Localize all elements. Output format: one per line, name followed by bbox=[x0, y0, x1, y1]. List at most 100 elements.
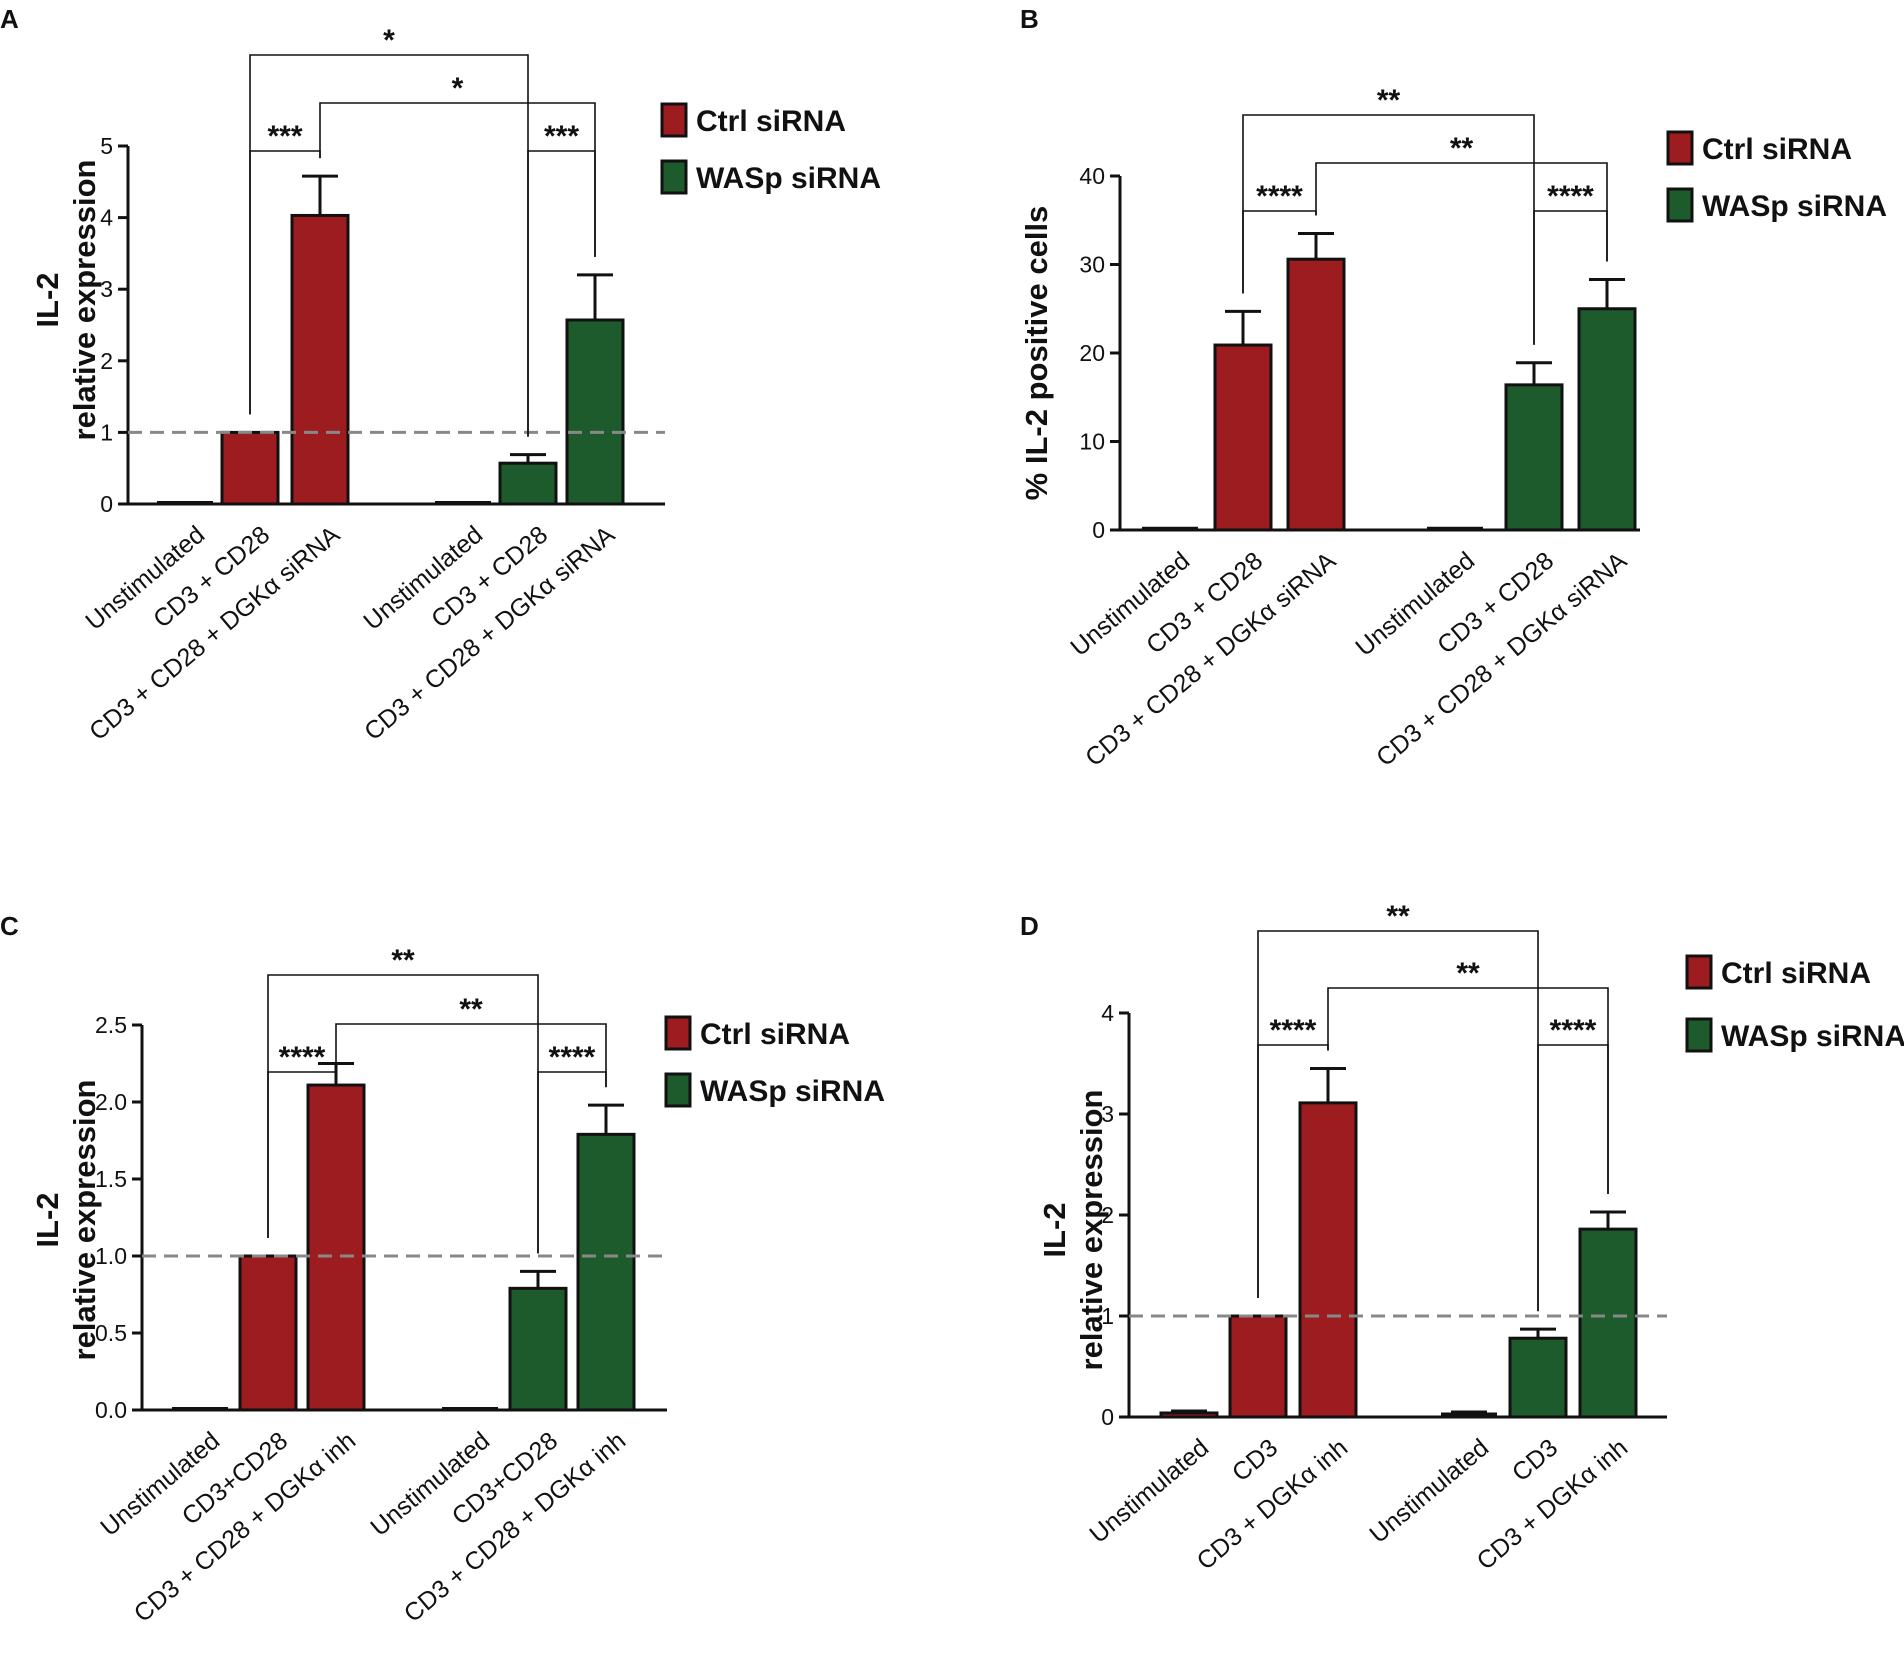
y-tick-label: 1 bbox=[1101, 1303, 1114, 1329]
category-label: CD3 bbox=[1507, 1434, 1563, 1488]
y-tick-label: 40 bbox=[1079, 163, 1105, 189]
significance-bracket bbox=[267, 1045, 337, 1238]
bar bbox=[498, 461, 558, 506]
significance-bracket bbox=[1242, 210, 1317, 294]
y-tick-label: 0.0 bbox=[95, 1397, 127, 1423]
bar bbox=[1286, 257, 1346, 532]
y-tick-label: 20 bbox=[1079, 340, 1105, 366]
bar bbox=[290, 213, 350, 506]
legend-label: WASp siRNA bbox=[700, 1075, 885, 1108]
y-tick-label: 5 bbox=[100, 133, 113, 159]
significance-bracket bbox=[527, 150, 596, 437]
legend-label: WASp siRNA bbox=[1721, 1020, 1904, 1053]
y-tick-label: 2 bbox=[1101, 1202, 1114, 1228]
bar bbox=[1508, 1336, 1568, 1419]
bar bbox=[1504, 383, 1564, 532]
significance-label: **** bbox=[549, 1041, 596, 1074]
y-axis-label-line-2: relative expression bbox=[67, 160, 102, 441]
significance-bracket bbox=[1533, 210, 1608, 345]
y-axis-label-line-2: relative expression bbox=[67, 1080, 102, 1361]
legend-swatch bbox=[664, 1015, 692, 1051]
panel-letter: B bbox=[1020, 4, 1039, 34]
y-tick-label: 30 bbox=[1079, 252, 1105, 278]
legend-swatch bbox=[1685, 1017, 1713, 1053]
legend-swatch bbox=[1666, 130, 1694, 166]
legend-label: Ctrl siRNA bbox=[1721, 957, 1871, 990]
legend-swatch bbox=[660, 159, 688, 195]
bar bbox=[1578, 1227, 1638, 1419]
significance-label: **** bbox=[1270, 1014, 1317, 1047]
y-tick-label: 10 bbox=[1079, 429, 1105, 455]
significance-bracket bbox=[537, 1071, 607, 1254]
bar bbox=[1159, 1411, 1219, 1419]
significance-label: *** bbox=[544, 120, 579, 153]
y-tick-label: 1 bbox=[100, 419, 113, 445]
significance-label: ** bbox=[1456, 957, 1480, 990]
y-tick-label: 0 bbox=[1092, 517, 1105, 543]
bar bbox=[220, 430, 280, 506]
significance-label: **** bbox=[1550, 1014, 1597, 1047]
panel-letter: D bbox=[1020, 911, 1039, 941]
y-axis-label: % IL-2 positive cells bbox=[1019, 206, 1054, 501]
significance-bracket bbox=[1257, 1044, 1329, 1298]
panel-letter: A bbox=[0, 4, 19, 34]
significance-label: **** bbox=[1547, 180, 1594, 213]
significance-bracket bbox=[335, 1023, 607, 1088]
significance-label: **** bbox=[279, 1041, 326, 1074]
bar bbox=[565, 318, 625, 506]
panel-c: C 0.0 0.5 1.0 1.5 2.0 2.5 IL-2 relative expressi… bbox=[0, 911, 885, 1628]
legend-swatch bbox=[1685, 954, 1713, 990]
y-tick-label: 1.0 bbox=[95, 1243, 127, 1269]
bar bbox=[1577, 307, 1637, 532]
legend-label: WASp siRNA bbox=[1702, 190, 1887, 223]
category-label: Unstimulated bbox=[1084, 1434, 1214, 1549]
legend-swatch bbox=[664, 1072, 692, 1108]
y-tick-label: 2.0 bbox=[95, 1089, 127, 1115]
y-tick-label: 4 bbox=[100, 205, 113, 231]
panel-d: D 0 1 2 3 4 IL-2 relative expression Unstimulate… bbox=[1020, 900, 1904, 1576]
significance-label: ** bbox=[1450, 132, 1474, 165]
y-tick-label: 3 bbox=[100, 276, 113, 302]
significance-label: *** bbox=[267, 120, 302, 153]
significance-label: * bbox=[383, 24, 395, 57]
y-tick-label: 3 bbox=[1101, 1101, 1114, 1127]
y-tick-label: 4 bbox=[1101, 1000, 1114, 1026]
category-label: Unstimulated bbox=[1364, 1434, 1494, 1549]
bar bbox=[1298, 1101, 1358, 1419]
bar bbox=[508, 1286, 568, 1412]
category-label: CD3 + CD28 + DGKα siRNA bbox=[84, 520, 345, 746]
significance-label: ** bbox=[1386, 900, 1410, 933]
legend-label: Ctrl siRNA bbox=[700, 1018, 850, 1051]
y-tick-label: 0 bbox=[1101, 1404, 1114, 1430]
legend-label: Ctrl siRNA bbox=[1702, 133, 1852, 166]
y-axis-label: IL-2 bbox=[1037, 1202, 1072, 1257]
y-tick-label: 0 bbox=[100, 491, 113, 517]
y-axis-label: IL-2 bbox=[30, 1192, 65, 1247]
bar bbox=[576, 1132, 636, 1412]
bar bbox=[238, 1254, 298, 1412]
bar bbox=[306, 1083, 366, 1412]
significance-label: ** bbox=[391, 944, 415, 977]
significance-bracket bbox=[1537, 1044, 1609, 1312]
y-tick-label: 2.5 bbox=[95, 1012, 127, 1038]
bar bbox=[1213, 343, 1273, 532]
legend-label: Ctrl siRNA bbox=[696, 105, 846, 138]
y-axis-label-line-2: relative expression bbox=[1074, 1090, 1109, 1371]
significance-label: ** bbox=[459, 993, 483, 1026]
significance-label: * bbox=[452, 72, 464, 105]
significance-label: ** bbox=[1377, 84, 1401, 117]
legend-label: WASp siRNA bbox=[696, 162, 881, 195]
legend-swatch bbox=[1666, 187, 1694, 223]
y-tick-label: 1.5 bbox=[95, 1166, 127, 1192]
y-tick-label: 0.5 bbox=[95, 1320, 127, 1346]
significance-bracket bbox=[249, 150, 321, 415]
category-label: CD3 + CD28 + DGKα siRNA bbox=[359, 520, 620, 746]
bar bbox=[1228, 1314, 1288, 1419]
legend-swatch bbox=[660, 102, 688, 138]
panel-letter: C bbox=[0, 911, 19, 941]
significance-label: **** bbox=[1256, 180, 1303, 213]
y-tick-label: 2 bbox=[100, 348, 113, 374]
